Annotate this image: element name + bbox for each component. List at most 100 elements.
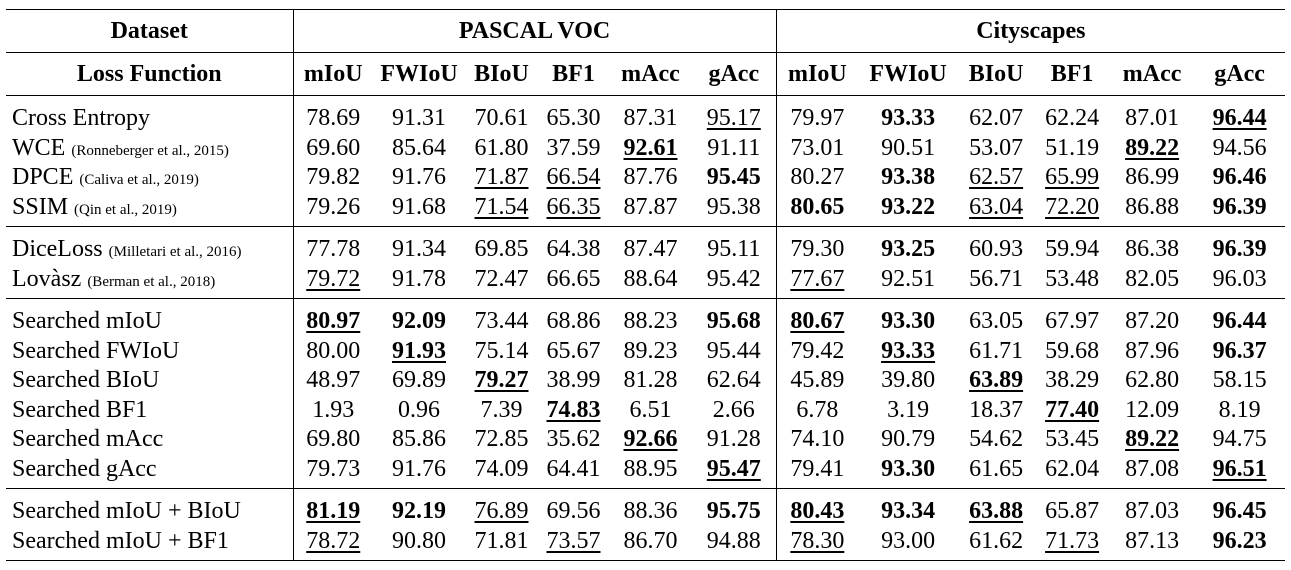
metric-value-cell: 80.27 xyxy=(776,163,858,193)
metric-value-cell: 79.97 xyxy=(776,95,859,134)
metric-value: 91.78 xyxy=(392,265,446,292)
loss-function-cell: Searched mIoU + BIoU xyxy=(6,488,294,527)
metric-value-cell: 72.20 xyxy=(1034,193,1110,227)
metric-value: 81.28 xyxy=(623,367,678,394)
metric-value-cell: 80.97 xyxy=(293,298,373,337)
metric-value: 87.87 xyxy=(623,193,678,220)
metric-value: 87.03 xyxy=(1125,498,1180,525)
metric-value: 3.19 xyxy=(887,396,930,423)
metric-value-cell: 80.43 xyxy=(776,488,859,527)
metric-value: 77.40 xyxy=(1045,396,1100,423)
metric-value: 93.34 xyxy=(881,498,936,525)
metric-value-cell: 95.75 xyxy=(692,488,777,527)
metric-value: 80.27 xyxy=(790,164,845,191)
metric-header: BIoU xyxy=(958,52,1035,96)
metric-value-cell: 79.73 xyxy=(293,455,373,489)
metric-value: 95.11 xyxy=(707,236,761,263)
metric-value: 79.73 xyxy=(306,455,361,482)
loss-function-header: Loss Function xyxy=(6,52,294,96)
metric-value: 78.69 xyxy=(306,105,361,132)
loss-function-name: Searched BIoU xyxy=(12,367,160,394)
table-row: Lovàsz (Berman et al., 2018) 79.72 91.78 72… xyxy=(6,264,1285,299)
loss-function-cell: WCE (Ronneberger et al., 2015) xyxy=(6,133,294,163)
metric-value: 88.64 xyxy=(623,265,678,292)
metric-value: 88.95 xyxy=(623,455,678,482)
metric-value-cell: 72.85 xyxy=(465,425,538,455)
metric-value: 72.47 xyxy=(474,265,529,292)
metric-value-cell: 81.19 xyxy=(293,488,373,527)
metric-value-cell: 18.37 xyxy=(958,396,1034,426)
metric-value-cell: 73.01 xyxy=(776,134,858,164)
table-row: WCE (Ronneberger et al., 2015) 69.60 85.64… xyxy=(6,133,1285,164)
loss-function-cell: Searched mIoU xyxy=(6,298,294,337)
metric-value: 87.13 xyxy=(1125,527,1180,554)
metric-value: 93.38 xyxy=(881,164,936,191)
metric-value-cell: 1.93 xyxy=(293,396,373,426)
metric-value-cell: 90.80 xyxy=(373,526,465,561)
metric-value-cell: 70.61 xyxy=(465,95,538,134)
metric-value: 12.09 xyxy=(1125,396,1180,423)
metric-value: 2.66 xyxy=(712,396,755,423)
metric-value: 92.51 xyxy=(881,265,936,292)
metric-value: 94.88 xyxy=(706,527,761,554)
metric-value: 65.87 xyxy=(1045,498,1100,525)
metric-value: 77.67 xyxy=(790,265,845,292)
metric-value: 80.00 xyxy=(306,337,361,364)
metric-value: 87.96 xyxy=(1125,337,1180,364)
metric-value-cell: 62.24 xyxy=(1034,95,1111,134)
metric-value: 63.04 xyxy=(969,193,1024,220)
metric-value: 95.17 xyxy=(706,105,761,132)
metric-value: 0.96 xyxy=(398,396,440,423)
metric-value-cell: 89.23 xyxy=(609,337,692,367)
metric-value-cell: 62.64 xyxy=(692,366,777,396)
table-row: DiceLoss (Milletari et al., 2016) 77.78 91… xyxy=(6,226,1286,265)
loss-function-name: Searched gAcc xyxy=(12,455,157,482)
header-row-dataset: Dataset PASCAL VOC Cityscapes xyxy=(6,9,1286,53)
metric-header: BF1 xyxy=(1034,52,1111,96)
metric-value: 95.42 xyxy=(706,265,761,292)
metric-value-cell: 89.22 xyxy=(1110,425,1194,455)
metric-value: 54.62 xyxy=(969,426,1024,453)
metric-value-cell: 93.33 xyxy=(858,95,959,134)
metric-value: 1.93 xyxy=(312,396,355,423)
metric-value: 65.99 xyxy=(1045,164,1100,191)
loss-function-cell: Searched mIoU + BF1 xyxy=(6,526,294,561)
metric-value: 74.09 xyxy=(474,455,529,482)
metric-value: 91.76 xyxy=(392,455,446,482)
metric-value: 72.20 xyxy=(1045,193,1100,220)
loss-function-cell: Searched BIoU xyxy=(6,366,294,396)
metric-header: mIoU xyxy=(776,52,859,96)
metric-value: 7.39 xyxy=(480,396,523,423)
metric-value: 90.51 xyxy=(881,134,936,161)
loss-function-name: Searched mIoU + BIoU xyxy=(12,498,241,525)
metric-value: 96.44 xyxy=(1212,105,1267,132)
metric-value: 73.01 xyxy=(790,134,845,161)
loss-function-cell: Searched FWIoU xyxy=(6,336,294,366)
metric-value: 35.62 xyxy=(546,426,601,453)
metric-value: 88.23 xyxy=(623,308,678,335)
metric-value-cell: 87.03 xyxy=(1110,488,1195,527)
table-row: Searched BF1 1.93 0.96 7.39 74.83 6.51 2.66 6.7… xyxy=(6,395,1285,426)
metric-value: 69.85 xyxy=(474,236,529,263)
metric-value: 66.54 xyxy=(546,164,601,191)
metric-value: 18.37 xyxy=(969,396,1024,423)
results-table: Dataset PASCAL VOC Cityscapes Loss Funct… xyxy=(6,9,1286,561)
metric-value: 79.42 xyxy=(790,337,845,364)
loss-function-name: DPCE xyxy=(12,164,74,191)
loss-function-name: Searched mAcc xyxy=(12,426,164,453)
metric-value-cell: 87.20 xyxy=(1110,298,1195,337)
metric-value: 8.19 xyxy=(1218,396,1261,423)
citation: (Ronneberger et al., 2015) xyxy=(71,142,229,159)
metric-header: FWIoU xyxy=(858,52,959,96)
metric-value: 59.94 xyxy=(1045,236,1100,263)
metric-value: 62.04 xyxy=(1045,455,1100,482)
metric-value: 48.97 xyxy=(306,367,361,394)
metric-value-cell: 69.56 xyxy=(538,488,609,527)
metric-value-cell: 94.56 xyxy=(1194,134,1285,164)
metric-value: 80.97 xyxy=(306,308,361,335)
metric-header: gAcc xyxy=(1194,52,1286,96)
metric-value-cell: 7.39 xyxy=(465,396,538,426)
metric-value-cell: 74.09 xyxy=(465,455,538,489)
metric-value-cell: 96.39 xyxy=(1194,193,1285,227)
metric-value: 86.38 xyxy=(1125,236,1180,263)
